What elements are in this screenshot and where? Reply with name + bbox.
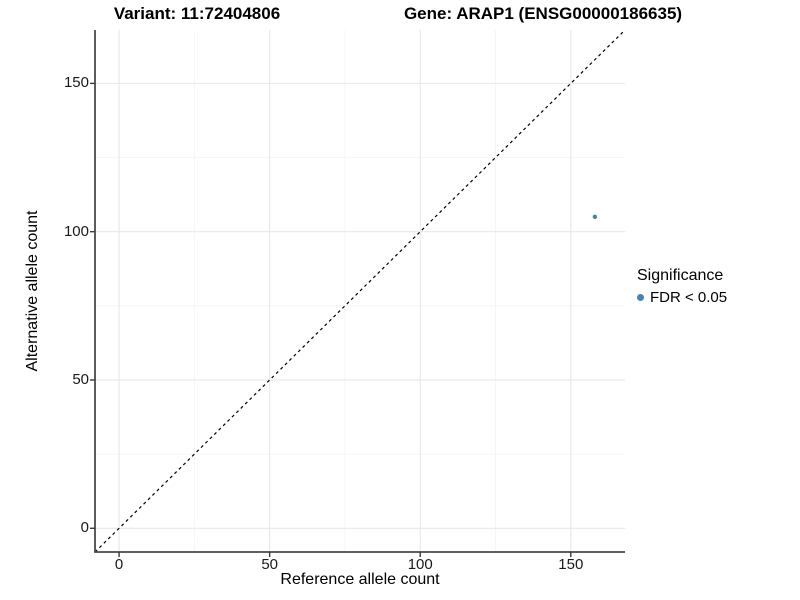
x-tick-label: 100 bbox=[407, 556, 433, 573]
legend: Significance FDR < 0.05 bbox=[637, 267, 727, 306]
gene-title: Gene: ARAP1 (ENSG00000186635) bbox=[403, 4, 683, 23]
legend-point-icon bbox=[637, 294, 644, 301]
legend-item-fdr: FDR < 0.05 bbox=[637, 289, 727, 306]
legend-item-label: FDR < 0.05 bbox=[650, 289, 728, 306]
y-tick-label: 0 bbox=[80, 519, 89, 537]
x-tick-label: 50 bbox=[261, 556, 278, 573]
y-tick-label: 50 bbox=[72, 370, 89, 388]
y-tick-label: 100 bbox=[63, 222, 89, 240]
x-tick-label: 150 bbox=[558, 556, 584, 573]
x-tick-label: 0 bbox=[114, 556, 124, 573]
scatter-plot-canvas bbox=[90, 29, 626, 557]
variant-title: Variant: 11:72404806 bbox=[113, 4, 281, 23]
x-axis-title: Reference allele count bbox=[280, 571, 440, 588]
legend-title: Significance bbox=[637, 267, 724, 284]
y-axis-title: Alternative allele count bbox=[24, 210, 41, 372]
y-tick-label: 150 bbox=[63, 74, 89, 92]
